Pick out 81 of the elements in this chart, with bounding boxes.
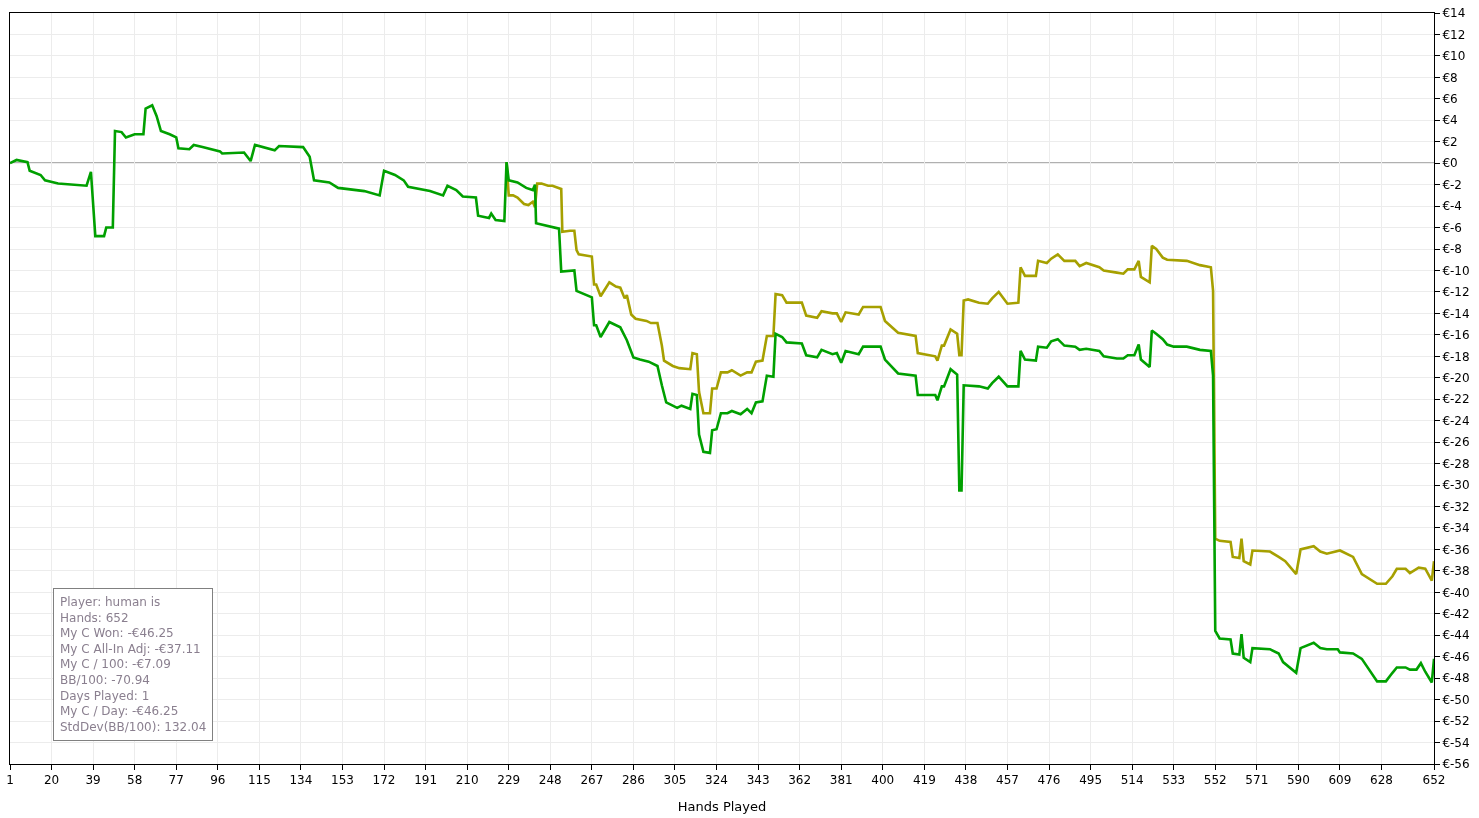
y-tick-label: €2 bbox=[1442, 134, 1458, 149]
x-tick-label: 267 bbox=[580, 773, 604, 788]
y-tick-label: €-4 bbox=[1442, 199, 1463, 214]
x-tick-label: 457 bbox=[996, 773, 1019, 788]
y-tick-label: €-26 bbox=[1442, 435, 1470, 450]
y-tick-label: €-16 bbox=[1442, 328, 1470, 343]
y-tick-label: €-8 bbox=[1442, 242, 1463, 257]
x-tick-label: 552 bbox=[1203, 773, 1227, 788]
y-tick-label: €14 bbox=[1442, 6, 1466, 21]
annotation: Days Played: 1 bbox=[60, 688, 150, 703]
y-tick-label: €-36 bbox=[1442, 542, 1470, 557]
x-tick-label: 533 bbox=[1162, 773, 1186, 788]
y-tick-label: €-54 bbox=[1442, 735, 1470, 750]
x-tick-label: 476 bbox=[1037, 773, 1061, 788]
x-tick-label: 514 bbox=[1120, 773, 1144, 788]
y-tick-label: €-48 bbox=[1442, 671, 1470, 686]
y-tick-label: €10 bbox=[1442, 49, 1466, 64]
x-tick-label: 652 bbox=[1422, 773, 1446, 788]
y-tick-label: €-22 bbox=[1442, 392, 1470, 407]
annotation: My C Won: -€46.25 bbox=[60, 626, 174, 641]
y-tick-label: €-34 bbox=[1442, 521, 1470, 536]
x-tick-label: 286 bbox=[621, 773, 645, 788]
y-tick-label: €-40 bbox=[1442, 585, 1470, 600]
x-tick-label: 58 bbox=[127, 773, 143, 788]
y-tick-label: €-52 bbox=[1442, 714, 1470, 729]
x-tick-label: 495 bbox=[1079, 773, 1103, 788]
y-tick-label: €-14 bbox=[1442, 306, 1470, 321]
x-tick-label: 571 bbox=[1245, 773, 1269, 788]
x-tick-label: 381 bbox=[829, 773, 853, 788]
x-tick-label: 153 bbox=[331, 773, 354, 788]
y-tick-label: €-24 bbox=[1442, 413, 1470, 428]
y-tick-label: €-30 bbox=[1442, 478, 1470, 493]
x-tick-label: 1 bbox=[6, 773, 14, 788]
y-tick-label: €-12 bbox=[1442, 285, 1470, 300]
annotation: BB/100: -70.94 bbox=[60, 673, 150, 687]
annotation: My C / Day: -€46.25 bbox=[60, 704, 179, 719]
x-tick-label: 248 bbox=[538, 773, 562, 788]
x-tick-label: 191 bbox=[414, 773, 438, 788]
x-tick-label: 362 bbox=[788, 773, 812, 788]
annotation: My C All-In Adj: -€37.11 bbox=[60, 641, 201, 656]
y-tick-label: €4 bbox=[1442, 113, 1458, 128]
x-tick-label: 134 bbox=[289, 773, 313, 788]
y-tick-label: €-50 bbox=[1442, 692, 1470, 707]
x-tick-label: 609 bbox=[1328, 773, 1352, 788]
x-tick-label: 590 bbox=[1286, 773, 1310, 788]
x-tick-label: 210 bbox=[455, 773, 479, 788]
y-tick-label: €-56 bbox=[1442, 757, 1470, 772]
x-tick-label: 305 bbox=[663, 773, 687, 788]
y-tick-label: €-38 bbox=[1442, 564, 1470, 579]
y-tick-label: €-20 bbox=[1442, 370, 1470, 385]
y-tick-label: €-46 bbox=[1442, 649, 1470, 664]
y-tick-label: €-44 bbox=[1442, 628, 1470, 643]
annotation: Player: human is bbox=[60, 595, 161, 609]
y-tick-label: €-42 bbox=[1442, 607, 1470, 621]
y-tick-label: €-10 bbox=[1442, 263, 1470, 278]
x-tick-label: 20 bbox=[43, 773, 60, 788]
y-tick-label: €12 bbox=[1442, 27, 1466, 42]
y-tick-label: €-2 bbox=[1442, 177, 1463, 192]
x-axis-title: Hands Played bbox=[677, 799, 767, 814]
y-tick-label: €-32 bbox=[1442, 499, 1470, 514]
x-tick-label: 77 bbox=[168, 773, 184, 788]
y-tick-label: €8 bbox=[1442, 70, 1458, 85]
y-tick-label: €-28 bbox=[1442, 456, 1470, 471]
x-tick-label: 628 bbox=[1370, 773, 1393, 788]
x-tick-label: 419 bbox=[912, 773, 936, 788]
x-tick-label: 324 bbox=[705, 773, 728, 788]
y-tick-label: €-18 bbox=[1442, 349, 1470, 364]
x-tick-label: 229 bbox=[497, 773, 521, 788]
x-tick-label: 115 bbox=[247, 773, 271, 788]
y-tick-label: €6 bbox=[1442, 92, 1458, 107]
x-tick-label: 172 bbox=[372, 773, 396, 788]
annotation: StdDev(BB/100): 132.04 bbox=[60, 719, 207, 734]
x-tick-label: 400 bbox=[871, 773, 895, 788]
x-tick-label: 438 bbox=[954, 773, 978, 788]
x-tick-label: 39 bbox=[85, 773, 101, 788]
y-tick-label: €-6 bbox=[1442, 220, 1463, 235]
annotation: My C / 100: -€7.09 bbox=[60, 657, 171, 672]
x-tick-label: 96 bbox=[210, 773, 226, 788]
y-tick-label: €0 bbox=[1442, 156, 1458, 171]
annotation: Hands: 652 bbox=[60, 610, 129, 625]
x-tick-label: 343 bbox=[746, 773, 770, 788]
